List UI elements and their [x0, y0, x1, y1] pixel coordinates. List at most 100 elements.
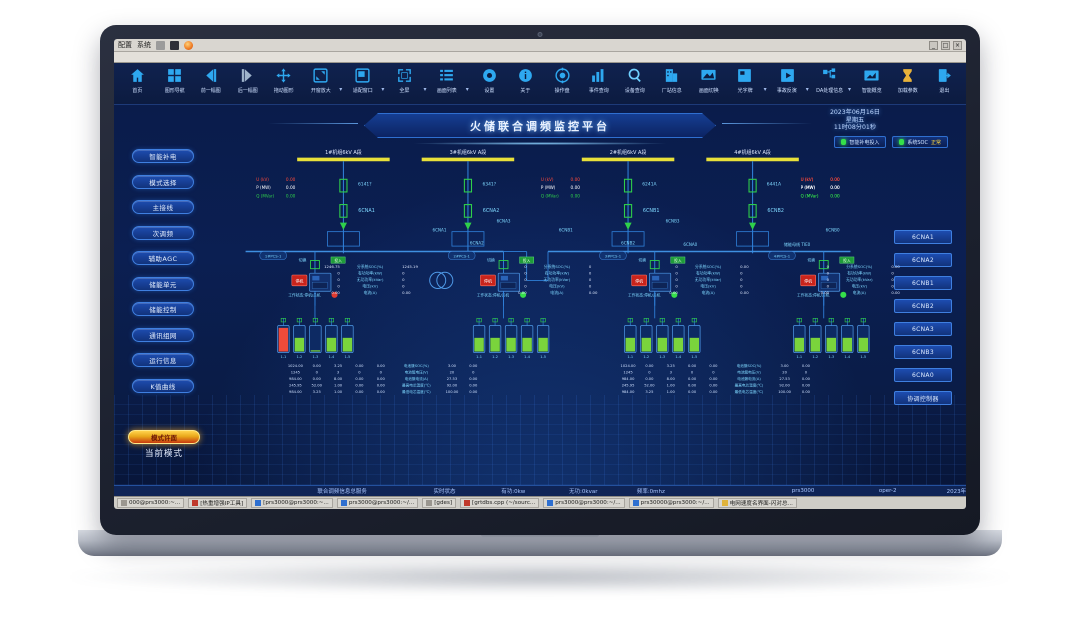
battery-switch-1-3[interactable]: [524, 318, 530, 323]
taskbar-item-6[interactable]: prs3000@prs3000:~/...: [543, 498, 625, 508]
battery-switch-1-1[interactable]: [492, 318, 498, 323]
breaker-3-a[interactable]: [748, 178, 757, 193]
branch-tag-2[interactable]: [670, 256, 686, 264]
battery-switch-0-4[interactable]: [344, 318, 350, 323]
chevron-down-icon[interactable]: ▾: [423, 85, 427, 93]
toolbar-button-list[interactable]: 画面列表: [429, 65, 465, 94]
pcs-stop-button-2[interactable]: [631, 274, 647, 287]
battery-switch-3-4[interactable]: [860, 318, 866, 323]
window-icon[interactable]: [156, 40, 165, 50]
toolbar-button-move[interactable]: 拖动图形: [266, 65, 302, 94]
sidebar-item-3[interactable]: 主接线: [132, 200, 194, 214]
right-menu-item-6[interactable]: 6CNA0: [894, 368, 952, 382]
battery-switch-0-0[interactable]: [280, 318, 286, 323]
toolbar-button-fullscreen[interactable]: 全屏: [387, 65, 423, 94]
toolbar-button-board[interactable]: 光字牌: [727, 65, 763, 94]
battery-switch-1-4[interactable]: [540, 318, 546, 323]
pcs-tag-1[interactable]: [448, 251, 476, 260]
chevron-down-icon[interactable]: ▾: [381, 85, 385, 93]
battery-switch-3-2[interactable]: [828, 318, 834, 323]
breaker-1-a[interactable]: [463, 178, 473, 193]
battery-switch-3-1[interactable]: [812, 318, 818, 323]
pcs-switch-1[interactable]: [498, 260, 509, 270]
branch-tag-1[interactable]: [519, 256, 534, 264]
sidebar-item-9[interactable]: 运行信息: [132, 353, 194, 367]
terminal-icon[interactable]: [170, 40, 179, 50]
toolbar-button-overview[interactable]: 智能概览: [854, 65, 890, 94]
battery-switch-2-1[interactable]: [643, 318, 649, 323]
toolbar-button-chart[interactable]: 事件查询: [581, 65, 617, 94]
battery-switch-1-0[interactable]: [476, 318, 482, 323]
pcs-switch-3[interactable]: [818, 260, 829, 270]
breaker-2-a[interactable]: [623, 178, 633, 193]
breaker-1-b[interactable]: [463, 204, 473, 218]
battery-switch-0-2[interactable]: [312, 318, 318, 323]
battery-switch-0-1[interactable]: [296, 318, 302, 323]
pcs-tag-0[interactable]: [259, 251, 287, 260]
sidebar-item-1[interactable]: 智能补电: [132, 149, 194, 163]
disconnector-0[interactable]: [339, 222, 347, 230]
toolbar-button-info[interactable]: 关于: [508, 65, 544, 94]
battery-switch-0-3[interactable]: [328, 318, 334, 323]
chevron-down-icon[interactable]: ▾: [847, 85, 851, 93]
breaker-0-a[interactable]: [339, 178, 348, 193]
toolbar-button-hourglass[interactable]: 加载参数: [890, 65, 926, 94]
battery-switch-2-4[interactable]: [691, 318, 697, 323]
taskbar-item-5[interactable]: [grtdbs.cpp (~/sourc...: [460, 498, 540, 508]
toolbar-button-prev[interactable]: 前一幅图: [193, 65, 229, 94]
chevron-down-icon[interactable]: ▾: [763, 85, 767, 93]
chevron-down-icon[interactable]: ▾: [465, 85, 469, 93]
pcs-tag-3[interactable]: [768, 251, 796, 260]
battery-switch-3-0[interactable]: [796, 318, 802, 323]
taskbar-item-8[interactable]: 电网速度名界面-闪对总...: [717, 498, 797, 508]
chevron-down-icon[interactable]: ▾: [805, 85, 809, 93]
taskbar-item-7[interactable]: prs30000@prs3000:~/...: [628, 498, 714, 508]
taskbar-item-4[interactable]: [gdes]: [422, 498, 457, 508]
toolbar-button-zoom-in[interactable]: 开窗放大: [303, 65, 339, 94]
toolbar-button-next[interactable]: 后一幅图: [230, 65, 266, 94]
menu-item-system[interactable]: 系统: [137, 41, 151, 49]
disconnector-2[interactable]: [624, 222, 632, 230]
battery-switch-2-3[interactable]: [675, 318, 681, 323]
toolbar-button-exit[interactable]: 退出: [927, 65, 963, 94]
right-menu-item-3[interactable]: 6CNB2: [894, 299, 952, 313]
right-menu-item-7[interactable]: 协调控制器: [894, 391, 952, 405]
minimize-button[interactable]: _: [929, 40, 938, 50]
sidebar-item-10[interactable]: K值曲线: [132, 378, 194, 393]
pcs-tag-2[interactable]: [599, 251, 627, 260]
right-menu-item-0[interactable]: 6CNA1: [894, 230, 952, 244]
breaker-0-b[interactable]: [339, 204, 348, 218]
pcs-switch-2[interactable]: [649, 260, 660, 270]
firefox-icon[interactable]: [184, 40, 193, 50]
battery-cell-0-2[interactable]: [309, 325, 322, 353]
pcs-stop-button-0[interactable]: [291, 274, 308, 287]
taskbar-item-2[interactable]: [prs3000@prs3000:~...: [251, 498, 333, 508]
pcs-stop-button-3[interactable]: [800, 274, 816, 287]
right-menu-item-5[interactable]: 6CNB3: [894, 345, 952, 359]
toolbar-button-screen[interactable]: 画面切换: [691, 65, 727, 94]
menu-item-config[interactable]: 配置: [118, 41, 132, 49]
toolbar-button-fit-window[interactable]: 适配窗口: [345, 65, 381, 94]
sidebar-item-7[interactable]: 储能控制: [132, 302, 194, 316]
battery-switch-2-2[interactable]: [659, 318, 665, 323]
sidebar-item-2[interactable]: 模式选择: [132, 174, 194, 189]
pcs-stop-button-1[interactable]: [480, 274, 496, 287]
taskbar-item-3[interactable]: prs3000@prs3000:~/...: [336, 498, 419, 508]
toolbar-button-replay[interactable]: 事故反演: [769, 65, 805, 94]
sidebar-item-6[interactable]: 储能单元: [132, 276, 194, 291]
taskbar-item-0[interactable]: 000@prs3000:~...: [117, 498, 185, 508]
toolbar-button-building[interactable]: 厂站信息: [654, 65, 690, 94]
branch-tag-3[interactable]: [839, 256, 855, 264]
disconnector-1[interactable]: [464, 222, 472, 230]
right-menu-item-2[interactable]: 6CNB1: [894, 276, 952, 290]
battery-switch-2-0[interactable]: [627, 318, 633, 323]
mode-select-button[interactable]: 模式许面: [128, 430, 200, 444]
toolbar-button-grid[interactable]: 图形导航: [157, 65, 193, 94]
disconnector-3[interactable]: [749, 222, 757, 230]
maximize-button[interactable]: □: [941, 40, 950, 50]
close-button[interactable]: ×: [953, 40, 962, 50]
sidebar-item-4[interactable]: 次调频: [132, 225, 194, 240]
toolbar-button-gear[interactable]: 设置: [471, 65, 507, 94]
pcs-switch-0[interactable]: [310, 260, 320, 270]
sidebar-item-8[interactable]: 通讯组网: [132, 327, 194, 342]
